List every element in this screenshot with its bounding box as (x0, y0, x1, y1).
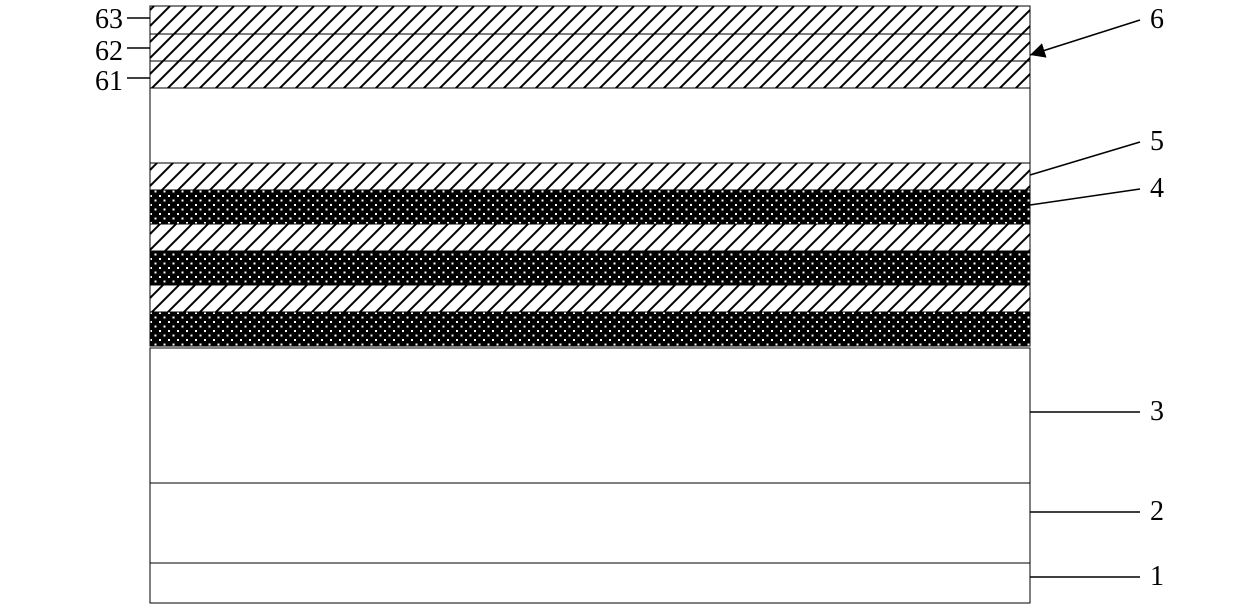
label-5: 5 (1150, 128, 1164, 156)
layer-l1 (150, 563, 1030, 603)
label-63: 63 (95, 6, 123, 34)
sl-a-1 (150, 224, 1030, 251)
sl-b-1 (150, 251, 1030, 285)
layer-stack-diagram: 63 62 61 6 5 4 3 2 1 (0, 0, 1239, 608)
layer-l63 (150, 6, 1030, 34)
layer-l2 (150, 483, 1030, 563)
label-2: 2 (1150, 498, 1164, 526)
sl-a-0 (150, 163, 1030, 190)
label-1: 1 (1150, 563, 1164, 591)
leader-l5 (1030, 142, 1140, 175)
label-3: 3 (1150, 398, 1164, 426)
sl-b-0 (150, 190, 1030, 224)
label-4: 4 (1150, 175, 1164, 203)
layer-l3 (150, 348, 1030, 483)
layer-sl_bottom (150, 88, 1030, 163)
label-62: 62 (95, 38, 123, 66)
label-6: 6 (1150, 6, 1164, 34)
diagram-svg (0, 0, 1239, 608)
layer-l62 (150, 34, 1030, 61)
label-61: 61 (95, 68, 123, 96)
leader-l4 (1030, 189, 1140, 205)
sl-a-2 (150, 285, 1030, 312)
leader-l6 (1030, 20, 1140, 55)
sl-b-2 (150, 312, 1030, 346)
layer-l61 (150, 61, 1030, 88)
